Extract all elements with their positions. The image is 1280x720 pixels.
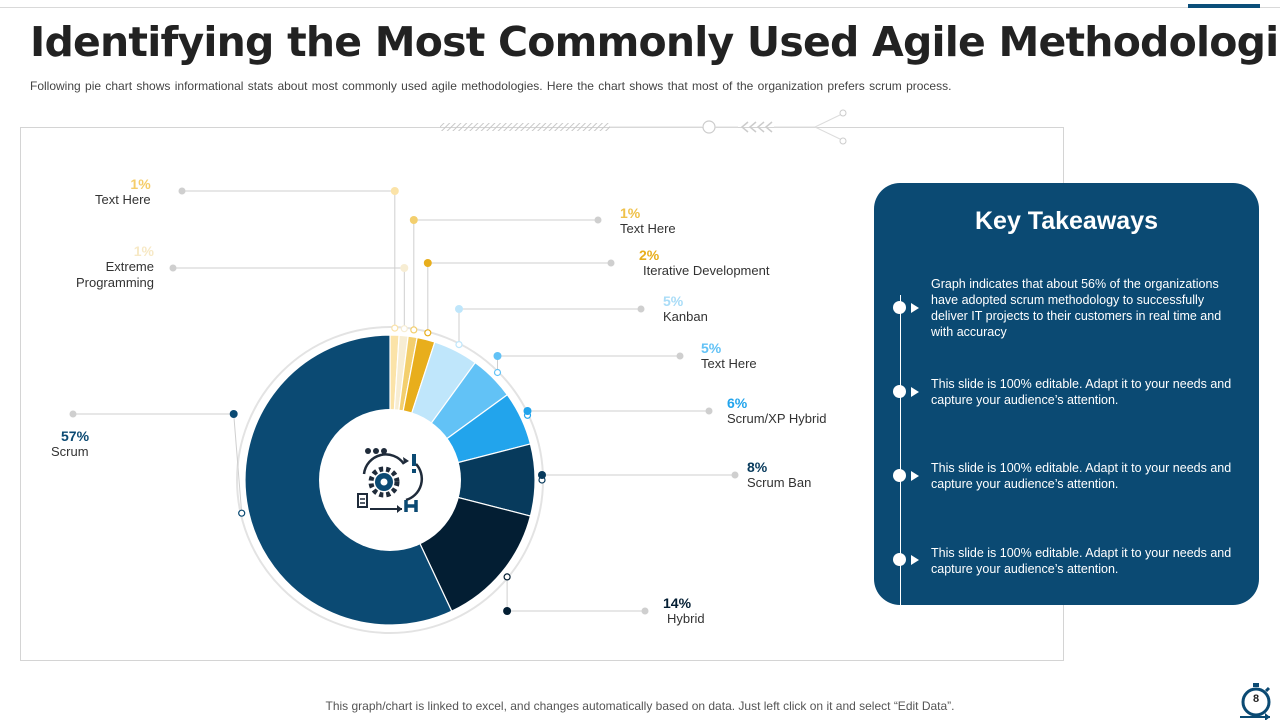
page-title: Identifying the Most Commonly Used Agile… [30, 18, 1280, 66]
chart-label-name: Kanban [663, 309, 708, 324]
leader-line-9 [73, 413, 243, 514]
leader-line-1 [173, 267, 405, 329]
leader-knee-dot-6 [523, 407, 532, 415]
leader-anchor-0 [391, 324, 399, 332]
leader-end-dot-2 [594, 216, 602, 224]
leader-end-dot-7 [731, 471, 739, 479]
bullet-arrow-icon [911, 303, 919, 313]
key-takeaways-title: Key Takeaways [975, 207, 1158, 235]
leader-line-6 [527, 410, 709, 416]
bullet-dot-icon [893, 553, 906, 566]
chart-label-name: Scrum/XP Hybrid [727, 411, 827, 426]
chart-label-scrum: 57% Scrum [51, 428, 89, 460]
leader-end-dot-5 [676, 352, 684, 360]
leader-anchor-2 [410, 326, 418, 334]
leader-anchor-5 [493, 368, 502, 377]
top-accent-bar [1188, 4, 1260, 8]
page-subtitle: Following pie chart shows informational … [30, 79, 952, 93]
agile-process-icon [357, 448, 424, 513]
chart-label-iterative-development: 2% Iterative Development [639, 247, 769, 279]
chart-label-name: Hybrid [667, 611, 705, 626]
chart-label-name: Text Here [620, 221, 676, 236]
chart-label-kanban: 5% Kanban [663, 293, 708, 325]
leader-line-2 [413, 219, 598, 330]
leader-end-dot-3 [607, 259, 615, 267]
chart-label-pct: 57% [61, 428, 90, 444]
chart-label-pct: 5% [701, 340, 722, 356]
chart-label-scrum-ban: 8% Scrum Ban [747, 459, 811, 491]
chart-label-pct: 1% [620, 205, 641, 221]
takeaway-text: This slide is 100% editable. Adapt it to… [931, 377, 1232, 407]
leader-knee-dot-4 [455, 305, 463, 313]
chart-label-name: Text Here [701, 356, 757, 371]
leader-knee-dot-3 [423, 259, 432, 267]
chart-label-pct: 14% [663, 595, 692, 611]
leader-end-dot-6 [705, 407, 713, 415]
bullet-arrow-icon [911, 387, 919, 397]
chart-label-hybrid: 14% Hybrid [663, 595, 705, 627]
leader-anchor-9 [238, 509, 246, 517]
leader-knee-dot-0 [390, 187, 399, 195]
leader-line-7 [541, 474, 735, 480]
chart-label-pct: 8% [747, 459, 768, 475]
leader-line-8 [506, 576, 645, 612]
bullet-dot-icon [893, 301, 906, 314]
leader-knee-dot-9 [229, 410, 238, 418]
chart-label-name: Text Here [95, 192, 151, 207]
chart-label-pct: 1% [133, 243, 154, 259]
chart-label-extreme-programming: 1% Extreme Programming [40, 243, 154, 291]
chart-label-pct: 6% [727, 395, 748, 411]
bullet-arrow-icon [911, 471, 919, 481]
chart-label-name: Extreme Programming [75, 259, 154, 290]
leader-knee-dot-1 [400, 264, 409, 272]
leader-line-3 [427, 262, 611, 333]
chart-label-text-here-3: 5% Text Here [701, 340, 757, 372]
takeaway-text: Graph indicates that about 56% of the or… [931, 277, 1222, 339]
leader-end-dot-1 [169, 264, 177, 272]
stopwatch-icon [1240, 683, 1271, 720]
bullet-dot-icon [893, 385, 906, 398]
agile-methodologies-donut-chart [69, 187, 739, 634]
takeaways-timeline-line [900, 295, 901, 605]
chart-label-pct: 5% [663, 293, 684, 309]
leader-knee-dot-5 [493, 352, 502, 360]
chart-label-name: Scrum [51, 444, 89, 459]
bullet-arrow-icon [911, 555, 919, 565]
leader-knee-dot-2 [409, 216, 418, 224]
leader-knee-dot-8 [503, 607, 512, 615]
key-takeaways-panel: Key Takeaways [874, 183, 1259, 605]
leader-anchor-4 [455, 341, 463, 349]
takeaway-text: This slide is 100% editable. Adapt it to… [931, 461, 1232, 491]
chart-label-scrum-xp-hybrid: 6% Scrum/XP Hybrid [727, 395, 826, 427]
chart-label-text-here-1: 1% Text Here [95, 176, 151, 208]
chart-label-pct: 1% [130, 176, 151, 192]
chart-label-text-here-2: 1% Text Here [620, 205, 676, 237]
leader-end-dot-9 [69, 410, 77, 418]
leader-anchor-8 [503, 573, 511, 581]
leader-line-4 [458, 308, 641, 345]
leader-end-dot-4 [637, 305, 645, 313]
chart-label-name: Iterative Development [643, 263, 770, 278]
chart-label-pct: 2% [639, 247, 660, 263]
leader-end-dot-0 [178, 187, 186, 195]
leader-end-dot-8 [641, 607, 649, 615]
leader-line-5 [497, 355, 680, 373]
top-divider [0, 7, 1280, 8]
leader-anchor-1 [400, 325, 408, 333]
decorative-connector [440, 109, 847, 145]
leader-knee-dot-7 [538, 471, 546, 479]
footer-note: This graph/chart is linked to excel, and… [325, 699, 955, 713]
takeaway-text: This slide is 100% editable. Adapt it to… [931, 546, 1232, 576]
page-number: 8 [1252, 693, 1260, 705]
bullet-dot-icon [893, 469, 906, 482]
leader-line-0 [182, 190, 396, 329]
leader-anchor-3 [424, 329, 432, 337]
chart-label-name: Scrum Ban [747, 475, 812, 490]
